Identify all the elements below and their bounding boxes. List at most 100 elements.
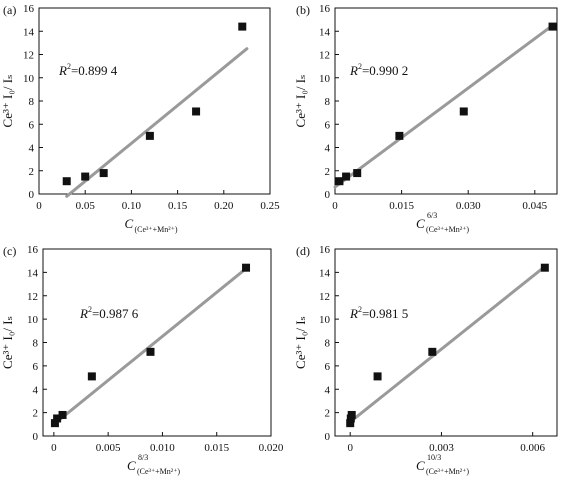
- y-tick-label: 8: [33, 338, 39, 350]
- x-tick-label: 0.10: [122, 200, 142, 212]
- data-point: [146, 347, 155, 356]
- x-tick-label: 0.030: [456, 200, 481, 212]
- y-tick-label: 12: [319, 50, 330, 62]
- y-tick-label: 10: [27, 314, 39, 326]
- y-tick-label: 14: [23, 26, 35, 38]
- data-point: [540, 263, 549, 272]
- x-axis-label-subscript: (Ce³⁺+Mn²⁺): [137, 467, 180, 476]
- panel-label: (b): [296, 3, 310, 17]
- plot-frame: [334, 7, 558, 195]
- chart-panel-c: 0 0.005 0.010 0.015 0.020 0 2 4 6 8 10 12 14 16 (c) R2=…: [0, 244, 284, 476]
- y-tick-label: 0: [325, 431, 331, 443]
- panel-label: (c): [3, 244, 16, 258]
- y-tick-label: 8: [29, 96, 35, 108]
- y-tick-label: 12: [23, 50, 34, 62]
- y-tick-label: 12: [27, 291, 38, 303]
- x-tick-label: 0.25: [260, 200, 280, 212]
- x-axis-label: C: [416, 458, 425, 473]
- x-axis-label: C: [125, 216, 134, 231]
- x-tick-label: 0: [36, 200, 42, 212]
- x-tick-label: 0.006: [520, 442, 545, 454]
- fit-line: [333, 23, 555, 189]
- y-tick-label: 14: [319, 26, 331, 38]
- x-tick-label: 0.020: [259, 442, 284, 454]
- data-point: [346, 419, 355, 428]
- y-tick-label: 6: [33, 361, 39, 373]
- data-point: [58, 410, 67, 419]
- y-tick-label: 4: [33, 384, 39, 396]
- y-tick-label: 16: [319, 3, 331, 15]
- x-tick-label: 0.05: [76, 200, 96, 212]
- x-axis-label-exponent: 10/3: [427, 453, 441, 462]
- data-point: [335, 177, 344, 186]
- y-tick-label: 6: [325, 361, 331, 373]
- chart-panel-b: 0 0.015 0.030 0.045 0 2 4 6 8 10 12 14 16 (b) R2=0.990…: [293, 3, 558, 234]
- r-squared-annotation: R2=0.990 2: [349, 62, 408, 78]
- data-point: [548, 22, 557, 31]
- x-tick-label: 0: [332, 200, 338, 212]
- y-tick-label: 0: [325, 189, 331, 201]
- panel-label: (d): [296, 244, 310, 258]
- r-squared-annotation: R2=0.987 6: [79, 305, 139, 321]
- data-point: [459, 107, 468, 116]
- y-tick-label: 14: [27, 267, 39, 279]
- x-axis-label-subscript: (Ce³⁺+Mn²⁺): [135, 225, 178, 234]
- x-axis-label-subscript: (Ce³⁺+Mn²⁺): [426, 467, 469, 476]
- x-tick-label: 0.015: [204, 442, 229, 454]
- data-point: [395, 131, 404, 140]
- data-point: [50, 419, 59, 428]
- y-tick-label: 16: [23, 3, 35, 15]
- x-tick-label: 0.045: [522, 200, 547, 212]
- fit-line: [52, 266, 249, 426]
- y-tick-label: 12: [319, 291, 330, 303]
- y-tick-label: 10: [319, 314, 331, 326]
- y-axis-label: Ce³⁺ I₀/ Iₛ: [293, 316, 308, 369]
- chart-panel-a: 0 0.05 0.10 0.15 0.20 0.25 0 2 4 6 8 10 12 14 16 (a) R2=…: [0, 3, 280, 234]
- y-tick-label: 6: [325, 119, 331, 131]
- data-point: [145, 131, 154, 140]
- y-tick-label: 4: [325, 143, 331, 155]
- data-point: [53, 414, 62, 423]
- x-axis-label: C: [416, 216, 425, 231]
- x-tick-label: 0.015: [389, 200, 414, 212]
- x-tick-label: 0.005: [96, 442, 121, 454]
- y-tick-label: 8: [325, 338, 331, 350]
- y-tick-label: 4: [325, 384, 331, 396]
- y-tick-label: 2: [29, 166, 35, 178]
- r-squared-annotation: R2=0.981 5: [349, 305, 408, 321]
- y-tick-label: 16: [319, 244, 331, 256]
- data-point: [373, 372, 382, 381]
- data-point: [238, 22, 247, 31]
- y-tick-label: 4: [29, 143, 35, 155]
- y-axis-label: Ce³⁺ I₀/ Iₛ: [0, 316, 15, 369]
- data-point: [428, 347, 437, 356]
- y-tick-label: 2: [33, 408, 39, 420]
- x-axis-label-exponent: 6/3: [427, 211, 437, 220]
- x-tick-label: 0.003: [429, 442, 454, 454]
- y-tick-label: 0: [29, 189, 35, 201]
- y-axis-label: Ce³⁺ I₀/ Iₛ: [0, 75, 15, 128]
- y-tick-label: 0: [33, 431, 39, 443]
- y-tick-label: 2: [325, 166, 331, 178]
- x-axis-label-exponent: 8/3: [138, 453, 148, 462]
- x-tick-label: 0.010: [150, 442, 175, 454]
- data-point: [242, 263, 251, 272]
- y-tick-label: 16: [27, 244, 39, 256]
- data-point: [192, 107, 201, 116]
- x-axis-label: C: [127, 458, 136, 473]
- fit-line: [348, 265, 547, 424]
- r-squared-annotation: R2=0.899 4: [58, 62, 118, 78]
- data-point: [62, 177, 71, 186]
- data-point: [87, 372, 96, 381]
- y-tick-label: 10: [23, 73, 35, 85]
- y-axis-label: Ce³⁺ I₀/ Iₛ: [293, 75, 308, 128]
- data-point: [81, 172, 90, 181]
- data-point: [342, 172, 351, 181]
- panel-label: (a): [3, 3, 16, 17]
- y-tick-label: 14: [319, 267, 331, 279]
- plot-frame: [38, 7, 271, 195]
- fit-line: [65, 47, 249, 198]
- x-tick-label: 0.15: [168, 200, 188, 212]
- x-tick-label: 0: [51, 442, 57, 454]
